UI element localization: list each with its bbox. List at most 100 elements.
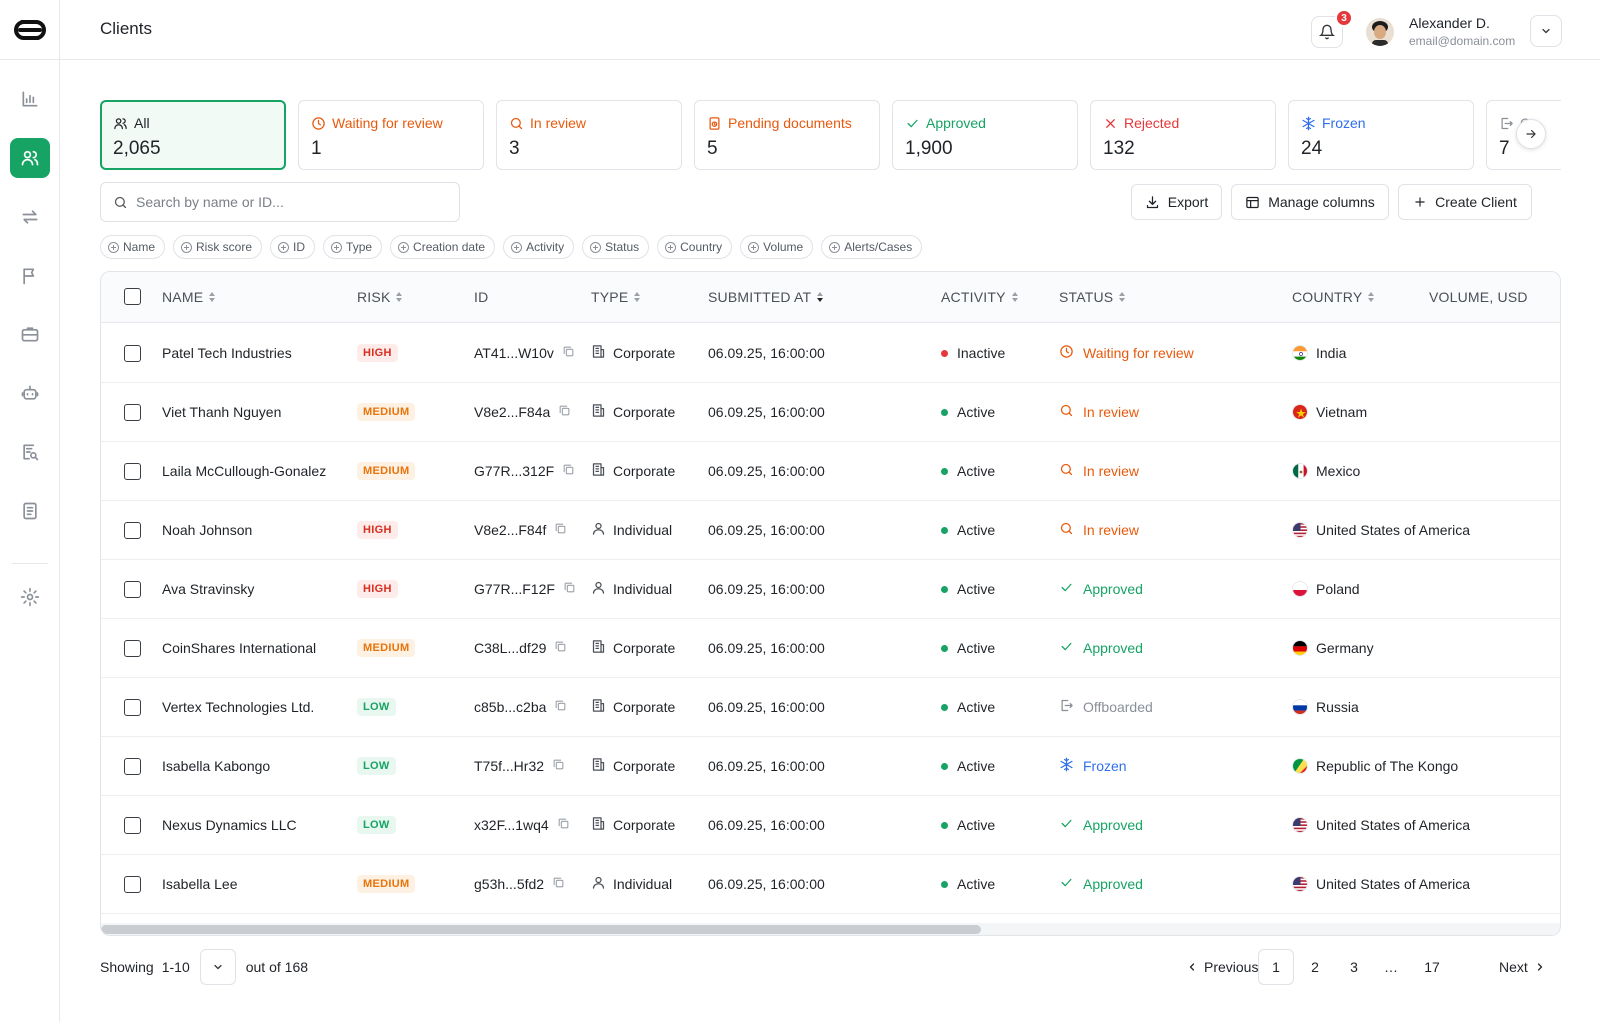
column-header-status[interactable]: STATUS [1059,289,1126,305]
user-menu-button[interactable] [1530,15,1562,47]
status-card-approved[interactable]: Approved 1,900 [892,100,1078,170]
page-button-1[interactable]: 1 [1258,949,1294,985]
table-row[interactable]: Ava Stravinsky HIGH G77R...F12F Individu… [101,559,1560,619]
client-name[interactable]: Laila McCullough-Gonalez [162,463,327,479]
column-header-volume[interactable]: VOLUME, USD [1429,289,1528,305]
client-name[interactable]: Nexus Dynamics LLC [162,817,297,833]
row-checkbox[interactable] [124,559,141,619]
table-row[interactable]: Noah Johnson HIGH V8e2...F84f Individual… [101,500,1560,560]
page-button-2[interactable]: 2 [1311,959,1319,975]
client-name[interactable]: Ava Stravinsky [162,581,255,597]
table-row[interactable]: Isabella Lee MEDIUM g53h...5fd2 Individu… [101,854,1560,914]
sidebar-item-gear[interactable] [10,577,50,617]
status-card-rejected[interactable]: Rejected 132 [1090,100,1276,170]
next-page-button[interactable]: Next [1499,949,1546,985]
copy-button[interactable] [554,522,567,538]
table-row[interactable]: CoinShares International MEDIUM C38L...d… [101,618,1560,678]
client-name[interactable]: Isabella Lee [162,876,238,892]
filter-chip-country[interactable]: Country [657,235,733,259]
client-name[interactable]: Noah Johnson [162,522,253,538]
sidebar-item-flag[interactable] [10,256,50,296]
column-header-country[interactable]: COUNTRY [1292,289,1375,305]
client-name[interactable]: Patel Tech Industries [162,345,292,361]
column-header-activity[interactable]: ACTIVITY [941,289,1018,305]
status-card-pending-documents[interactable]: Pending documents 5 [694,100,880,170]
filter-chip-label: Alerts/Cases [844,240,913,254]
sidebar-item-report-search[interactable] [10,432,50,472]
horizontal-scrollbar[interactable] [101,923,1560,935]
status-card-frozen[interactable]: Frozen 24 [1288,100,1474,170]
row-checkbox[interactable] [124,618,141,678]
filter-chip-volume[interactable]: Volume [740,235,814,259]
create-client-button[interactable]: Create Client [1398,184,1532,220]
copy-button[interactable] [558,404,571,420]
sidebar-item-chart[interactable] [10,79,50,119]
status-card-all[interactable]: All 2,065 [100,100,286,170]
column-header-type[interactable]: TYPE [591,289,641,305]
copy-button[interactable] [554,699,567,715]
page-button-17[interactable]: 17 [1424,959,1440,975]
notifications-button[interactable] [1311,16,1343,48]
row-checkbox[interactable] [124,677,141,737]
sidebar-item-document[interactable] [10,491,50,531]
export-button[interactable]: Export [1131,184,1222,220]
page-size-dropdown[interactable] [199,949,236,985]
table-row[interactable]: Patel Tech Industries HIGH AT41...W10v C… [101,323,1560,383]
page-button-3[interactable]: 3 [1350,959,1358,975]
table-row[interactable]: Nexus Dynamics LLC LOW x32F...1wq4 Corpo… [101,795,1560,855]
table-row[interactable]: Isabella Kabongo LOW T75f...Hr32 Corpora… [101,736,1560,796]
type-cell: Corporate [591,736,675,796]
country-cell: Russia [1292,677,1359,737]
client-name[interactable]: Vertex Technologies Ltd. [162,699,315,715]
filter-chip-activity[interactable]: Activity [503,235,575,259]
table-row[interactable]: Vertex Technologies Ltd. LOW c85b...c2ba… [101,677,1560,737]
client-name[interactable]: Isabella Kabongo [162,758,271,774]
filter-chip-type[interactable]: Type [323,235,383,259]
filter-chip-creation-date[interactable]: Creation date [390,235,496,259]
copy-button[interactable] [562,463,575,479]
table-row[interactable]: Laila McCullough-Gonalez MEDIUM G77R...3… [101,441,1560,501]
filter-chip-risk-score[interactable]: Risk score [173,235,263,259]
filter-chip-id[interactable]: ID [270,235,316,259]
column-header-name[interactable]: NAME [162,289,216,305]
search-icon [1060,522,1073,535]
sidebar-item-transfer[interactable] [10,197,50,237]
filter-chip-status[interactable]: Status [582,235,650,259]
search-input[interactable] [136,194,436,210]
client-name[interactable]: CoinShares International [162,640,317,656]
sidebar-item-robot[interactable] [10,373,50,413]
report-search-icon [23,444,39,461]
avatar[interactable] [1366,18,1394,46]
filter-chip-label: Country [680,240,723,254]
row-checkbox[interactable] [124,854,141,914]
manage-columns-button[interactable]: Manage columns [1231,184,1389,220]
cards-scroll-right-button[interactable] [1516,119,1546,149]
column-header-submitted[interactable]: SUBMITTED AT [708,289,824,305]
filter-chip-name[interactable]: Name [100,235,166,259]
previous-page-button[interactable]: Previous [1186,949,1258,985]
copy-button[interactable] [552,758,565,774]
copy-button[interactable] [562,345,575,361]
filter-chip-alerts-cases[interactable]: Alerts/Cases [821,235,923,259]
row-checkbox[interactable] [124,382,141,442]
copy-button[interactable] [557,817,570,833]
row-checkbox[interactable] [124,500,141,560]
column-header-risk[interactable]: RISK [357,289,403,305]
copy-button[interactable] [563,581,576,597]
row-checkbox[interactable] [124,736,141,796]
row-checkbox[interactable] [124,323,141,383]
status-card-waiting-for-review[interactable]: Waiting for review 1 [298,100,484,170]
scrollbar-thumb[interactable] [101,925,981,934]
select-all-checkbox[interactable] [124,288,141,305]
status-card-in-review[interactable]: In review 3 [496,100,682,170]
client-name[interactable]: Viet Thanh Nguyen [162,404,282,420]
sidebar-item-briefcase[interactable] [10,314,50,354]
copy-button[interactable] [554,640,567,656]
row-checkbox[interactable] [124,795,141,855]
table-row[interactable]: Viet Thanh Nguyen MEDIUM V8e2...F84a Cor… [101,382,1560,442]
app-logo[interactable] [0,0,60,60]
row-checkbox[interactable] [124,441,141,501]
client-type: Individual [613,581,673,597]
copy-button[interactable] [552,876,565,892]
sidebar-item-users[interactable] [10,138,50,178]
